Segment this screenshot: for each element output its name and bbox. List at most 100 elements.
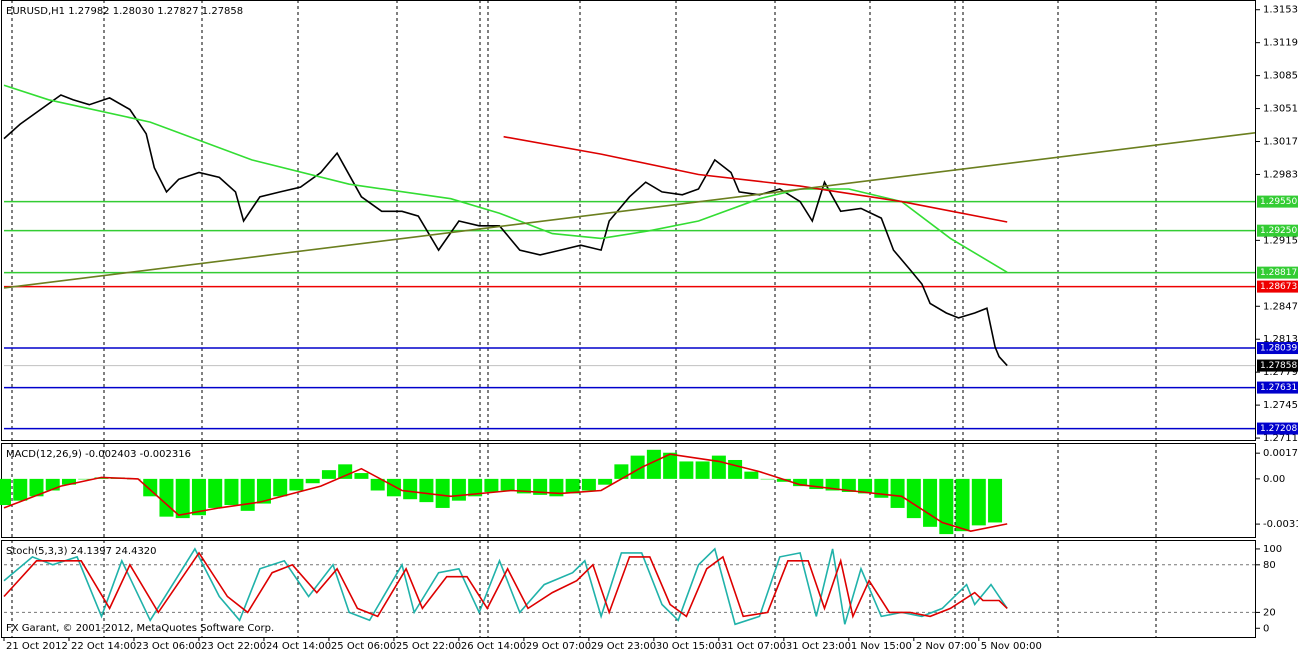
level-label: 1.27631 [1260, 383, 1297, 393]
y-tick-label: 100 [1263, 544, 1282, 555]
x-tick-label: 30 Oct 15:00 [656, 641, 721, 652]
histogram-bar [598, 478, 613, 485]
panel-frames [1, 0, 1256, 638]
histogram-bar [78, 478, 93, 480]
histogram-bar [500, 478, 515, 491]
y-tick-label: 1.29150 [1263, 235, 1298, 246]
histogram-bar [825, 478, 840, 491]
level-label: 1.28673 [1260, 282, 1297, 292]
x-tick-label: 5 Nov 00:00 [981, 641, 1042, 652]
histogram-bar [890, 478, 905, 508]
x-tick-label: 26 Oct 14:00 [461, 641, 526, 652]
level-label-box [1257, 195, 1298, 208]
panel-title: EURUSD,H1 1.27982 1.28030 1.27827 1.2785… [6, 6, 243, 17]
x-tick-label: 24 Oct 14:00 [266, 641, 331, 652]
x-tick-label: 21 Oct 2012 [6, 641, 68, 652]
level-label-box [1257, 422, 1298, 435]
series-line [3, 453, 1008, 533]
level-label: 1.29550 [1260, 197, 1297, 207]
histogram-bar [0, 478, 11, 506]
x-tick-label: 29 Oct 07:00 [526, 641, 591, 652]
histogram-bar [256, 478, 271, 504]
histogram-bar [240, 478, 255, 511]
histogram-bar [451, 478, 466, 501]
y-tick-label: -0.003112 [1263, 519, 1298, 530]
level-label-box [1257, 224, 1298, 237]
series-line [3, 547, 1008, 626]
histogram-bar [403, 478, 418, 500]
histogram-bar [858, 478, 873, 494]
level-label-box [1257, 266, 1298, 279]
y-tick-label: 1.28470 [1263, 301, 1298, 312]
x-tick-label: 31 Oct 07:00 [721, 641, 786, 652]
x-tick-label: 22 Oct 14:00 [71, 641, 136, 652]
histogram-bar [386, 478, 401, 497]
y-tick-label: 1.31530 [1263, 5, 1298, 16]
y-tick-label: 1.27450 [1263, 400, 1298, 411]
histogram-bar [679, 461, 694, 479]
histogram-bar [224, 478, 239, 506]
histogram-bar [744, 471, 759, 479]
histogram-bar [533, 478, 548, 495]
level-label: 1.28817 [1260, 268, 1297, 278]
histogram-bar [159, 478, 174, 517]
histogram-bar [61, 478, 76, 485]
histogram-bar [728, 459, 743, 479]
x-tick-label: 2 Nov 07:00 [916, 641, 977, 652]
histogram-bar [614, 464, 629, 479]
y-tick-label: 1.30510 [1263, 104, 1298, 115]
y-tick-label: 1.27790 [1263, 367, 1298, 378]
histogram-bar [305, 478, 320, 484]
histogram-bar [646, 449, 661, 479]
histogram-bar [321, 470, 336, 479]
histogram-bar [45, 478, 60, 491]
x-tick-label: 23 Oct 22:00 [201, 641, 266, 652]
histogram-bar [809, 478, 824, 490]
level-label: 1.29250 [1260, 226, 1297, 236]
y-tick-label: 1.27110 [1263, 433, 1298, 444]
level-label-box [1257, 342, 1298, 355]
histogram-bar [29, 478, 44, 497]
histogram-bar [841, 478, 856, 492]
histogram-bar [923, 478, 938, 527]
histogram-bar [695, 461, 710, 479]
panel-title: Stoch(5,3,3) 24.1397 24.4320 [6, 546, 157, 557]
series-line [3, 84, 1008, 273]
histogram-bar [760, 478, 775, 480]
histogram-bar [484, 478, 499, 492]
histogram-bar [565, 478, 580, 494]
histogram-bar [906, 478, 921, 519]
level-label: 1.27208 [1260, 424, 1297, 434]
last-price-box [1257, 359, 1298, 372]
histogram-bar [776, 478, 791, 482]
histogram-bar [419, 478, 434, 503]
x-tick-label: 29 Oct 23:00 [591, 641, 656, 652]
histogram-bar [13, 478, 28, 501]
x-tick-label: 1 Nov 15:00 [851, 641, 912, 652]
series-line [503, 135, 1008, 223]
histogram-bar [338, 464, 353, 479]
histogram-bar [354, 473, 369, 479]
y-tick-label: 0 [1263, 623, 1269, 634]
histogram-bar [370, 478, 385, 491]
histogram-bar [208, 478, 223, 508]
y-tick-label: 0.001769 [1263, 448, 1298, 459]
histogram-bar [273, 478, 288, 497]
series-line [3, 94, 1008, 367]
y-tick-label: 1.30850 [1263, 71, 1298, 82]
histogram-bar [581, 478, 596, 491]
level-label: 1.28039 [1260, 344, 1297, 354]
histogram-bar [971, 478, 986, 526]
y-tick-label: 1.29830 [1263, 169, 1298, 180]
histogram-bar [435, 478, 450, 508]
histogram-bar [939, 478, 954, 535]
x-tick-label: 25 Oct 22:00 [396, 641, 461, 652]
y-tick-label: 1.28130 [1263, 334, 1298, 345]
histogram-bar [663, 452, 678, 479]
histogram-bar [289, 478, 304, 491]
histogram-bar [988, 478, 1003, 523]
histogram-bar [955, 478, 970, 532]
panel-title: MACD(12,26,9) -0.002403 -0.002316 [6, 449, 191, 460]
